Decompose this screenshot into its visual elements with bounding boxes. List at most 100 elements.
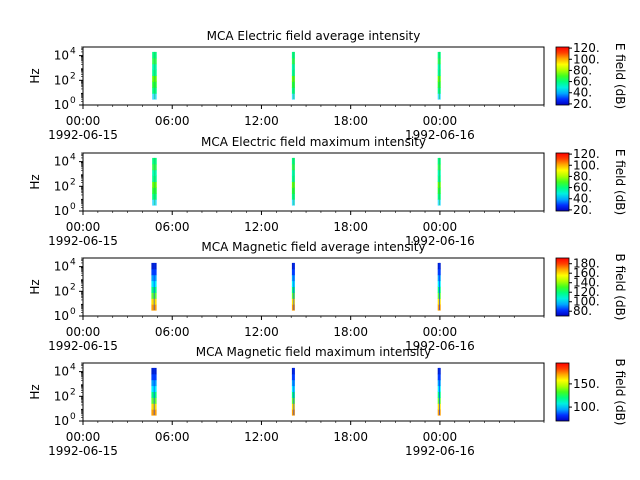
y-tick-label: 10 bbox=[54, 204, 69, 218]
y-tick-exponent: 2 bbox=[70, 71, 76, 81]
y-tick-exponent: 0 bbox=[70, 202, 76, 212]
colorbar-tick-label: 80. bbox=[573, 304, 592, 318]
colorbar-scale bbox=[555, 362, 570, 422]
colorbar-tick-label: 100. bbox=[573, 52, 600, 66]
x-tick-label: 00:00 bbox=[66, 325, 101, 339]
panel-title: MCA Electric field maximum intensity bbox=[201, 135, 426, 149]
x-tick-label: 12:00 bbox=[244, 430, 279, 444]
colorbar-tick-label: 60. bbox=[573, 181, 592, 195]
data-segment-1 bbox=[152, 157, 157, 206]
y-tick-exponent: 2 bbox=[70, 177, 76, 187]
plot-frame bbox=[82, 362, 545, 422]
colorbar-label: E field (dB) bbox=[613, 149, 627, 215]
colorbar-label: E field (dB) bbox=[613, 43, 627, 109]
y-tick-label: 10 bbox=[54, 260, 69, 274]
colorbar-scale bbox=[555, 152, 570, 212]
y-tick-exponent: 4 bbox=[70, 363, 76, 373]
colorbar-tick-label: 150. bbox=[573, 377, 600, 391]
x-tick-date-label: 1992-06-15 bbox=[48, 339, 118, 353]
panel-3: MCA Magnetic field average intensity Hz 10… bbox=[28, 240, 627, 353]
x-tick-date-label: 1992-06-16 bbox=[405, 444, 475, 458]
data-segment-3 bbox=[437, 262, 441, 311]
y-tick-exponent: 4 bbox=[70, 47, 76, 57]
y-tick-exponent: 2 bbox=[70, 282, 76, 292]
y-tick-exponent: 4 bbox=[70, 153, 76, 163]
data-segment-3 bbox=[437, 51, 441, 100]
data-cell bbox=[153, 262, 155, 311]
x-tick-label: 12:00 bbox=[244, 325, 279, 339]
x-tick-label: 18:00 bbox=[333, 114, 368, 128]
x-tick-label: 00:00 bbox=[423, 114, 458, 128]
x-tick-date-label: 1992-06-15 bbox=[48, 444, 118, 458]
colorbar-label: B field (dB) bbox=[613, 254, 627, 321]
colorbar-scale bbox=[555, 46, 570, 106]
panel-4: MCA Magnetic field maximum intensity Hz 10… bbox=[28, 345, 627, 458]
colorbar-tick-label: 120. bbox=[573, 41, 600, 55]
colorbar-tick-label: 100. bbox=[573, 400, 600, 414]
y-tick-label: 10 bbox=[54, 414, 69, 428]
y-tick-label: 10 bbox=[54, 179, 69, 193]
colorbar-tick-label: 120. bbox=[573, 147, 600, 161]
colorbar-tick-label: 140. bbox=[573, 276, 600, 290]
x-tick-date-label: 1992-06-16 bbox=[405, 128, 475, 142]
x-tick-label: 12:00 bbox=[244, 114, 279, 128]
x-tick-label: 06:00 bbox=[155, 220, 190, 234]
panel-title: MCA Electric field average intensity bbox=[207, 29, 421, 43]
y-axis-label: Hz bbox=[28, 384, 42, 399]
plot-frame bbox=[82, 257, 545, 317]
panel-2: MCA Electric field maximum intensity Hz 10… bbox=[28, 135, 627, 248]
data-segment-2 bbox=[291, 157, 295, 206]
data-cell bbox=[153, 367, 155, 416]
y-tick-label: 10 bbox=[54, 365, 69, 379]
y-tick-exponent: 2 bbox=[70, 387, 76, 397]
x-tick-label: 00:00 bbox=[423, 430, 458, 444]
x-tick-date-label: 1992-06-15 bbox=[48, 234, 118, 248]
x-tick-label: 00:00 bbox=[66, 114, 101, 128]
colorbar-tick-label: 80. bbox=[573, 169, 592, 183]
y-axis-label: Hz bbox=[28, 68, 42, 83]
data-cell bbox=[293, 157, 295, 206]
x-tick-date-label: 1992-06-16 bbox=[405, 339, 475, 353]
y-tick-label: 10 bbox=[54, 73, 69, 87]
data-segment-3 bbox=[437, 367, 441, 416]
x-tick-date-label: 1992-06-15 bbox=[48, 128, 118, 142]
y-tick-exponent: 0 bbox=[70, 412, 76, 422]
colorbar-label: B field (dB) bbox=[613, 359, 627, 426]
data-cell bbox=[293, 51, 295, 100]
data-cell bbox=[439, 157, 440, 206]
data-cell bbox=[293, 367, 295, 416]
x-tick-date-label: 1992-06-16 bbox=[405, 234, 475, 248]
data-cell bbox=[439, 51, 440, 100]
y-axis-label: Hz bbox=[28, 279, 42, 294]
data-cell bbox=[293, 262, 295, 311]
data-segment-1 bbox=[152, 51, 157, 100]
colorbar-scale bbox=[555, 257, 570, 317]
colorbar-tick-label: 180. bbox=[573, 257, 600, 271]
data-cell bbox=[154, 157, 156, 206]
data-segment-2 bbox=[291, 51, 295, 100]
y-tick-label: 10 bbox=[54, 309, 69, 323]
y-axis-label: Hz bbox=[28, 174, 42, 189]
panel-title: MCA Magnetic field maximum intensity bbox=[196, 345, 432, 359]
y-tick-label: 10 bbox=[54, 98, 69, 112]
colorbar-tick-label: 160. bbox=[573, 266, 600, 280]
colorbar-tick-label: 120. bbox=[573, 285, 600, 299]
y-tick-exponent: 0 bbox=[70, 307, 76, 317]
colorbar-tick-label: 20. bbox=[573, 97, 592, 111]
data-cell bbox=[439, 262, 440, 311]
x-tick-label: 00:00 bbox=[66, 220, 101, 234]
x-tick-label: 06:00 bbox=[155, 430, 190, 444]
colorbar-tick-label: 40. bbox=[573, 86, 592, 100]
colorbar-tick-label: 20. bbox=[573, 203, 592, 217]
plot-frame bbox=[82, 152, 545, 212]
data-segment-1 bbox=[151, 262, 157, 311]
data-segment-1 bbox=[151, 367, 157, 416]
y-tick-exponent: 4 bbox=[70, 258, 76, 268]
y-tick-label: 10 bbox=[54, 49, 69, 63]
x-tick-label: 18:00 bbox=[333, 325, 368, 339]
colorbar-tick-label: 60. bbox=[573, 75, 592, 89]
colorbar-tick-label: 80. bbox=[573, 63, 592, 77]
x-tick-label: 18:00 bbox=[333, 430, 368, 444]
colorbar-tick-label: 100. bbox=[573, 295, 600, 309]
data-cell bbox=[439, 367, 440, 416]
